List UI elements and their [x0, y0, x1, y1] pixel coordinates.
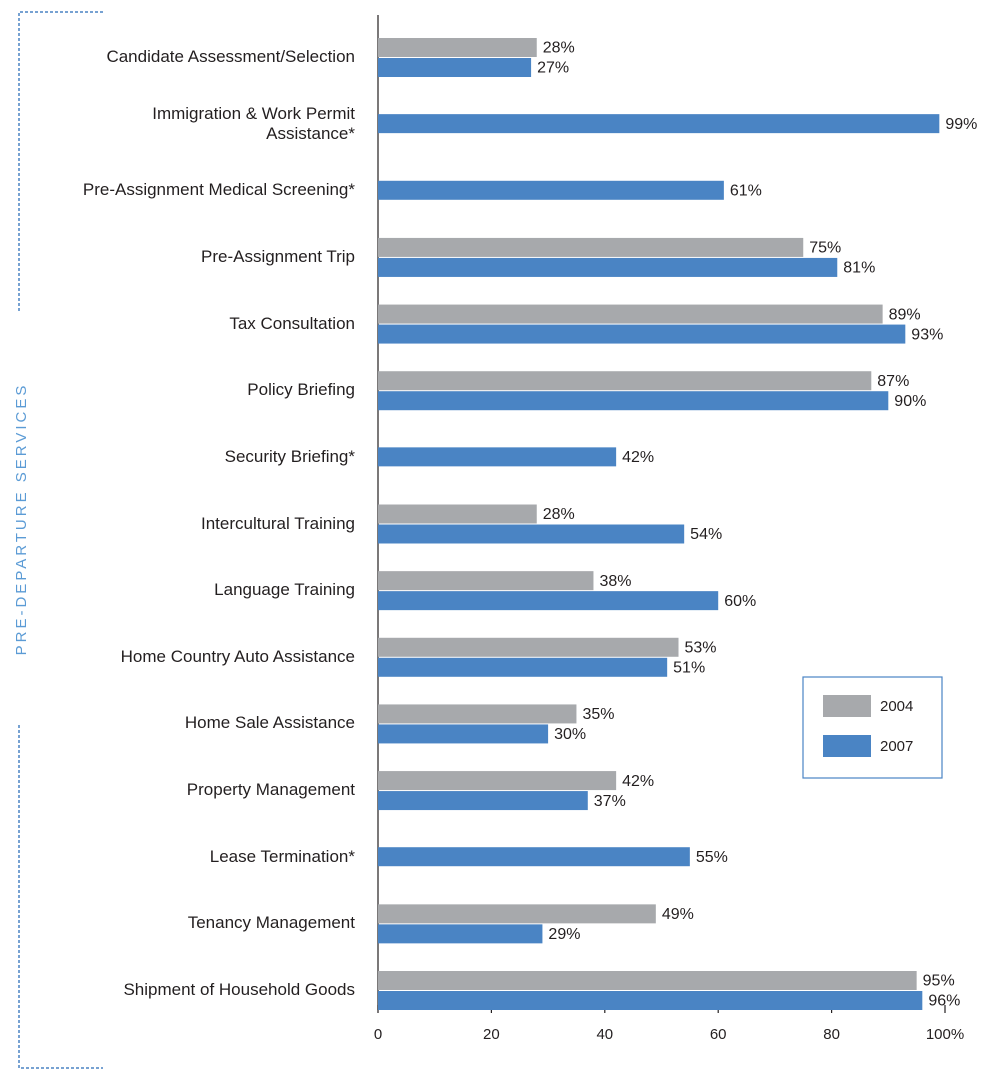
- category-label: Property Management: [186, 780, 355, 800]
- bar: [378, 304, 883, 324]
- data-label: 38%: [599, 573, 631, 590]
- data-label: 93%: [911, 326, 943, 343]
- bar: [378, 58, 532, 77]
- bar: [378, 591, 719, 611]
- category-label: Immigration & Work Permit Assistance*: [152, 103, 355, 143]
- bar: [378, 637, 679, 657]
- x-tick-label: 80: [823, 1026, 840, 1043]
- data-label: 54%: [690, 526, 722, 543]
- bar: [378, 657, 668, 677]
- data-label: 35%: [582, 706, 614, 723]
- data-label: 37%: [594, 793, 626, 810]
- x-tick-label: 0: [374, 1026, 382, 1043]
- data-label: 89%: [889, 306, 921, 323]
- data-label: 51%: [673, 660, 705, 677]
- category-label: Home Country Auto Assistance: [120, 646, 355, 666]
- category-label: Lease Termination*: [209, 846, 355, 866]
- data-label: 27%: [537, 60, 569, 77]
- legend-label: 2004: [880, 698, 913, 715]
- data-label: 42%: [622, 449, 654, 466]
- category-label: Shipment of Household Goods: [123, 980, 355, 999]
- bar: [378, 971, 917, 990]
- bar: [378, 391, 889, 411]
- bar: [378, 847, 690, 867]
- bar: [378, 991, 923, 1010]
- data-label: 29%: [548, 926, 580, 943]
- bar: [378, 324, 906, 344]
- category-label: Candidate Assessment/Selection: [106, 47, 355, 66]
- x-tick-label: 60: [710, 1026, 727, 1043]
- category-label: Tax Consultation: [229, 313, 355, 333]
- category-label: Pre-Assignment Trip: [201, 246, 355, 266]
- bar: [378, 571, 594, 591]
- data-label: 60%: [724, 593, 756, 610]
- data-label: 28%: [543, 40, 575, 57]
- data-label: 49%: [662, 906, 694, 923]
- bar: [378, 371, 872, 391]
- bar: [378, 904, 656, 924]
- legend-swatch: [823, 695, 871, 717]
- data-label: 96%: [928, 993, 960, 1010]
- category-label: Security Briefing*: [224, 446, 355, 466]
- data-label: 28%: [543, 506, 575, 523]
- bar: [378, 180, 724, 200]
- x-tick-label: 20: [483, 1026, 500, 1043]
- bar: [378, 114, 940, 134]
- category-label: Intercultural Training: [200, 513, 355, 533]
- bracket-bottom: [18, 725, 103, 1069]
- side-label: PRE-DEPARTURE SERVICES: [13, 383, 30, 656]
- data-label: 30%: [554, 726, 586, 743]
- legend-label: 2007: [880, 738, 913, 755]
- x-tick-label: 40: [596, 1026, 613, 1043]
- bar: [378, 524, 685, 544]
- data-label: 61%: [730, 183, 762, 200]
- bar: [378, 257, 838, 277]
- category-label: Pre-Assignment Medical Screening*: [82, 180, 355, 200]
- bar: [378, 237, 804, 257]
- data-label: 53%: [685, 640, 717, 657]
- data-label: 42%: [622, 773, 654, 790]
- data-label: 95%: [923, 973, 955, 990]
- data-label: 75%: [809, 240, 841, 257]
- data-label: 99%: [945, 116, 977, 133]
- bar: [378, 791, 588, 811]
- bar: [378, 447, 617, 467]
- bar: [378, 504, 537, 524]
- category-label: Language Training: [214, 580, 355, 600]
- category-label: Tenancy Management: [187, 913, 355, 933]
- bar: [378, 771, 617, 791]
- data-label: 87%: [877, 373, 909, 390]
- bracket: [18, 11, 103, 1069]
- data-label: 81%: [843, 260, 875, 277]
- bar: [378, 924, 543, 944]
- legend-box: [802, 676, 943, 779]
- bar: [378, 724, 549, 744]
- legend-swatch: [823, 735, 871, 757]
- bracket-top: [18, 11, 103, 312]
- bar: [378, 38, 537, 57]
- data-label: 90%: [894, 393, 926, 410]
- category-label: Home Sale Assistance: [184, 713, 355, 733]
- category-label: Policy Briefing: [247, 380, 355, 400]
- bar: [378, 704, 577, 724]
- data-label: 55%: [696, 849, 728, 866]
- x-tick-label: 100%: [926, 1026, 964, 1043]
